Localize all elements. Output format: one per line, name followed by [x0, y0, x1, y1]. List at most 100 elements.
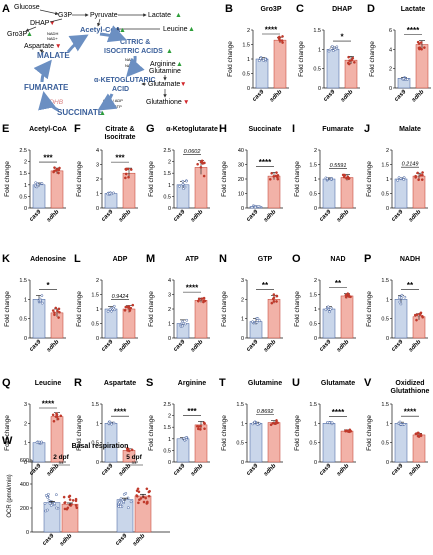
data-point-g: [181, 183, 185, 186]
y-tick-label-j: 0: [386, 206, 389, 212]
y-tick-label-p: 1.5: [381, 278, 389, 284]
significance-label-p: **: [407, 281, 414, 290]
data-point-w: [47, 492, 50, 496]
x-tick-label-h: cas9: [246, 209, 260, 223]
data-point-k: [53, 313, 56, 317]
data-point-i: [325, 177, 329, 180]
data-point-r: [110, 422, 113, 426]
data-point-s: [196, 427, 200, 431]
bar-t-cas9: [249, 423, 263, 463]
data-point-k: [40, 301, 44, 305]
y-tick-label-h: 20: [238, 177, 244, 183]
significance-label-n: **: [262, 281, 269, 290]
label-acetyl-coa: Acetyl-CoA: [80, 25, 121, 34]
y-tick-label-m: 4: [168, 278, 171, 284]
chart-panel-f: F Citrate &Isocitrate 0 1 2 3 4 Fold change cas9…: [74, 123, 138, 224]
x-tick-label-s: sdhb: [190, 463, 205, 478]
chart-title-o: NAD: [330, 256, 345, 263]
data-point-w: [46, 495, 49, 499]
data-point-g: [196, 162, 199, 166]
data-point-p: [403, 295, 407, 299]
y-tick-label-s: 1: [168, 437, 171, 443]
significance-label-l: 0.9424: [112, 294, 129, 300]
y-tick-label-w: 600: [20, 458, 29, 464]
data-point-w: [48, 502, 52, 506]
bar-f-cas9: [104, 193, 118, 209]
y-tick-label-q: 1: [24, 441, 27, 447]
tca-arrow-malate-acetyl: [66, 34, 89, 53]
label-succinate: SUCCINATE: [57, 108, 104, 117]
y-tick-label-h: 0: [241, 206, 244, 212]
data-point-p: [398, 300, 402, 304]
y-tick-label-i: 1.5: [309, 163, 317, 169]
y-tick-label-t: 1.5: [236, 402, 244, 408]
bar-o-sdhb: [340, 295, 354, 339]
bar-u-sdhb: [340, 430, 354, 463]
data-point-p: [415, 318, 418, 322]
x-tick-label-l: cas9: [101, 339, 115, 353]
data-point-c: [348, 59, 351, 62]
group-label-w: 5 dpf: [126, 454, 142, 461]
x-tick-label-d: cas9: [394, 89, 408, 103]
data-point-s: [184, 436, 188, 439]
data-point-l: [128, 309, 132, 312]
chart-panel-c: C DHAP 0 0.5 1 1.5 Fold change cas9 sdhb *: [296, 3, 360, 104]
arrow-malate-aspartate: [39, 49, 45, 53]
data-point-m: [185, 318, 189, 322]
data-point-v: [414, 432, 418, 436]
significance-label-w: ns: [59, 460, 65, 465]
chart-title-s: Arginine: [178, 380, 206, 387]
data-point-u: [330, 421, 334, 424]
data-point-d: [402, 77, 406, 81]
significance-label-m: ****: [186, 284, 199, 293]
data-point-e: [57, 168, 61, 172]
data-point-e: [40, 182, 44, 185]
y-tick-label-q: 0: [24, 460, 27, 466]
data-point-p: [400, 293, 404, 297]
y-axis-label-w: OCR (pmol/min): [7, 474, 13, 517]
data-point-r: [112, 421, 116, 425]
y-tick-label-f: 1: [96, 192, 99, 198]
x-tick-label-e: sdhb: [46, 209, 61, 224]
data-point-w: [46, 508, 49, 512]
data-point-v: [398, 420, 402, 424]
arrow-dhap-gro3p: [25, 26, 37, 32]
data-point-k: [58, 310, 61, 314]
data-point-s: [182, 436, 186, 440]
y-axis-label-r: Fold change: [76, 415, 83, 451]
x-tick-label-j: cas9: [391, 209, 405, 223]
data-point-r: [126, 447, 129, 451]
bar-e-cas9: [32, 184, 46, 209]
panel-letter-h: H: [219, 123, 227, 135]
y-tick-label-i: 0.5: [309, 192, 317, 198]
data-point-e: [33, 184, 37, 188]
x-tick-label-j: sdhb: [408, 209, 423, 224]
x-tick-label-o: cas9: [319, 339, 333, 353]
y-axis-label-p: Fold change: [366, 291, 373, 327]
bar-l-sdhb: [122, 308, 136, 339]
y-tick-label-b: 1: [247, 57, 250, 63]
data-point-e: [34, 181, 38, 185]
chart-title-u: Glutamate: [321, 380, 355, 387]
data-point-e: [52, 170, 55, 174]
y-tick-label-g: 2.5: [163, 148, 171, 154]
y-tick-label-s: 1.5: [163, 425, 171, 431]
data-point-w: [62, 495, 66, 499]
panel-letter-a: A: [2, 3, 10, 15]
y-tick-label-q: 3: [24, 402, 27, 408]
bar-b-cas9: [255, 58, 269, 89]
data-point-f: [124, 172, 128, 176]
chart-title-i: Fumarate: [322, 126, 354, 133]
data-point-w: [74, 497, 78, 501]
chart-panel-h: H Succinate 0 10 20 30 40 Fold change cas9 sdhb **…: [219, 123, 283, 224]
label-glutathione: Glutathione: [146, 99, 182, 106]
panel-letter-s: S: [146, 377, 153, 389]
panel-letter-f: F: [74, 123, 81, 135]
arrow-glucose-g3p: [39, 9, 59, 16]
data-point-r: [107, 421, 111, 425]
chart-title-e: Acetyl-CoA: [29, 126, 67, 133]
y-tick-label-e: 0: [24, 206, 27, 212]
y-tick-label-q: 2: [24, 421, 27, 427]
